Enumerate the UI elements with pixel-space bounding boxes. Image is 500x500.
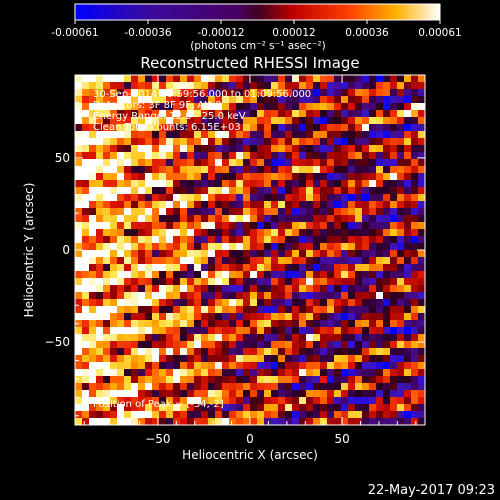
x-tick-label: 50 [334, 432, 349, 446]
footer-date: 22-May-2017 09:23 [368, 483, 495, 498]
info-energy-range: Energy Range: 12.0 - 25.0 keV [93, 111, 246, 122]
info-counts: Clean Total counts: 6.15E+03 [93, 122, 241, 133]
colorbar-tick-label: 0.00012 [272, 27, 315, 39]
y-axis-label: Heliocentric Y (arcsec) [22, 183, 36, 318]
info-overlay: 30-Sep-2014 00:59:56.000 to 01:09:56.000… [93, 89, 311, 410]
x-tick-label: 0 [246, 432, 254, 446]
x-axis-label: Heliocentric X (arcsec) [182, 448, 318, 462]
colorbar-units-label: (photons cm⁻² s⁻¹ asec⁻²) [190, 40, 325, 52]
colorbar [74, 3, 441, 21]
info-peak: Position of Peak = [-34,-2] [93, 399, 224, 410]
chart-title: Reconstructed RHESSI Image [140, 54, 359, 72]
colorbar-ticks: -0.00061 -0.00036 -0.00012 0.00012 0.00036 0.… [51, 20, 462, 39]
axis-ticks: −50 0 50 −50 0 50 [45, 75, 425, 446]
colorbar-tick-label: -0.00061 [51, 27, 98, 39]
y-tick-label: 0 [62, 243, 70, 257]
y-tick-label: 50 [55, 151, 70, 165]
colorbar-tick-label: 0.00061 [418, 27, 461, 39]
heatmap-cells [75, 75, 425, 425]
y-tick-label: −50 [45, 335, 70, 349]
x-tick-label: −50 [145, 432, 170, 446]
info-time-range: 30-Sep-2014 00:59:56.000 to 01:09:56.000 [93, 89, 311, 100]
info-detectors: Detectors: 3F 8F 9F, Att 0 [93, 100, 221, 111]
colorbar-tick-label: -0.00036 [124, 27, 172, 39]
colorbar-tick-label: -0.00012 [197, 27, 244, 39]
colorbar-tick-label: 0.00036 [345, 27, 389, 39]
